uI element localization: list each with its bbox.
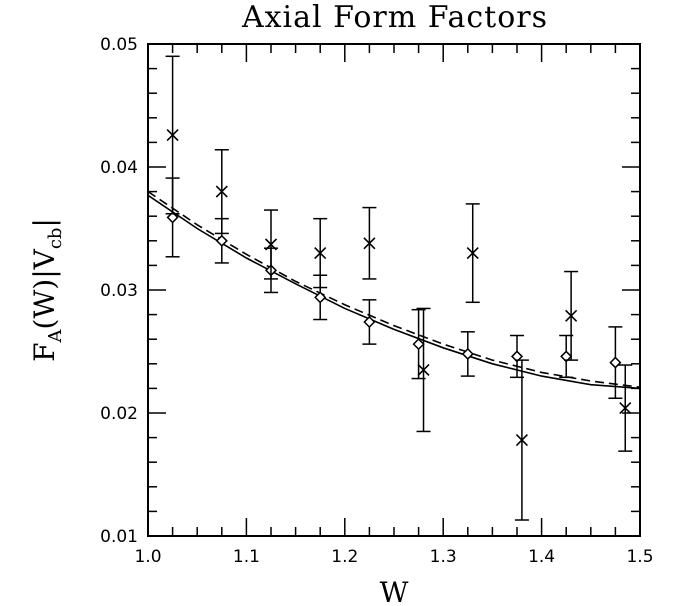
- y-axis-title: FA(W)|Vcb|: [28, 218, 66, 362]
- cross-point: [515, 433, 528, 447]
- y-axis-title-f: F: [28, 342, 61, 361]
- x-tick-label: 1.3: [430, 547, 457, 567]
- diamond-point: [560, 350, 573, 363]
- axis-ticks: [147, 43, 641, 537]
- y-axis-title-mid: (W)|V: [28, 248, 61, 329]
- diamond-point: [461, 347, 474, 361]
- x-tick-label: 1.2: [331, 547, 358, 567]
- y-tick-label: 0.03: [100, 281, 138, 301]
- plot-frame: [147, 43, 641, 537]
- diamond-point: [314, 291, 327, 304]
- cross-point: [215, 185, 228, 198]
- cross-point: [264, 238, 278, 251]
- x-tick-label: 1.5: [626, 547, 653, 567]
- cross-point: [619, 402, 632, 415]
- tick-labels: 1.0 1.1 1.2 1.3 1.4 1.5 0.01 0.02 0.03 0.04 0.05: [100, 35, 653, 567]
- cross-point: [565, 309, 578, 322]
- fit-curves: [147, 190, 641, 390]
- x-tick-label: 1.1: [233, 547, 260, 567]
- solid-fit-curve: [147, 194, 641, 390]
- y-tick-label: 0.02: [100, 404, 138, 424]
- diamond-point: [609, 356, 622, 369]
- cross-point: [417, 363, 430, 377]
- cross-point: [166, 128, 179, 142]
- diamond-point: [412, 338, 425, 351]
- y-tick-label: 0.04: [100, 158, 138, 178]
- y-tick-label: 0.05: [100, 35, 138, 55]
- x-tick-label: 1.4: [528, 547, 555, 567]
- dashed-fit-curve: [147, 190, 641, 388]
- y-axis-title-end: |: [28, 218, 61, 227]
- x-axis-title: W: [380, 576, 409, 606]
- cross-point: [466, 247, 479, 260]
- diamond-point: [215, 234, 228, 247]
- y-axis-title-v-sub: cb: [45, 228, 66, 250]
- y-axis-title-f-sub: A: [45, 328, 66, 343]
- y-tick-label: 0.01: [100, 527, 138, 547]
- diamond-point: [363, 315, 376, 329]
- chart-title: Axial Form Factors: [241, 0, 548, 35]
- diamond-point: [166, 211, 179, 224]
- cross-point: [314, 247, 327, 260]
- data-points: [165, 55, 633, 521]
- diamond-point: [510, 350, 524, 363]
- x-tick-label: 1.0: [134, 547, 161, 567]
- cross-point: [363, 237, 376, 250]
